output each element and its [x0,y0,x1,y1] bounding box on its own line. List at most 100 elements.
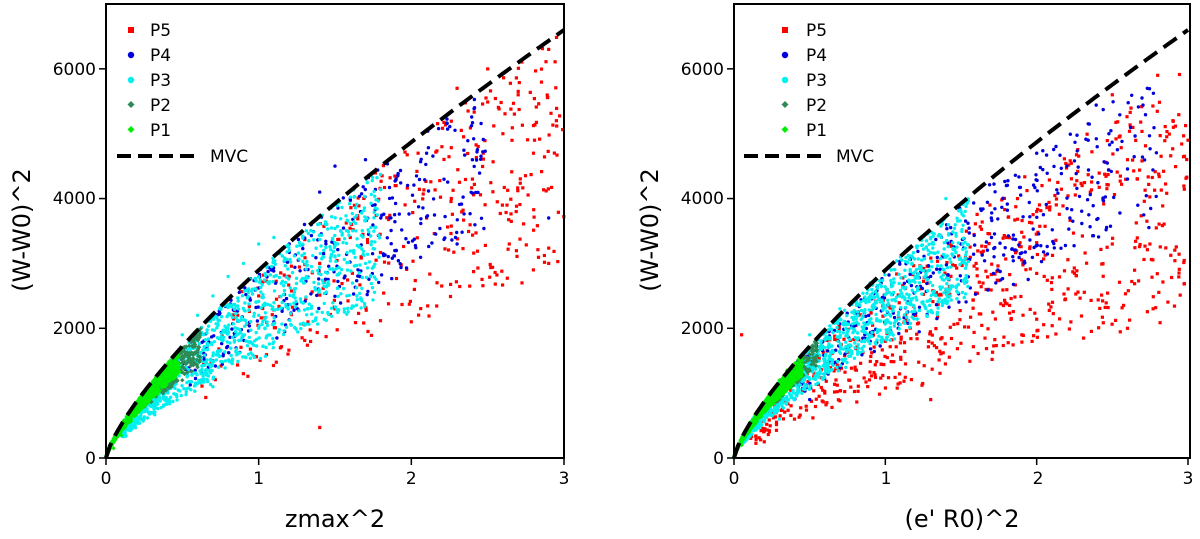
right-point-p3 [838,363,843,368]
right-point-p5 [1186,138,1190,142]
right-point-p5 [1062,292,1066,296]
right-point-p5 [1011,310,1015,314]
right-point-p4 [920,286,924,291]
left-point-p3 [243,355,247,359]
left-point-p3 [288,260,293,264]
right-point-p3 [845,313,849,318]
left-point-p5 [332,279,336,283]
right-point-p3 [925,289,930,293]
left-point-p3 [211,351,215,355]
left-point-p3 [306,307,310,311]
left-point-p4 [357,194,362,198]
right-point-p3 [962,295,966,300]
left-point-p5 [536,248,540,252]
left-point-p3 [333,226,337,231]
right-point-p3 [913,270,917,274]
right-point-p5 [1019,294,1023,299]
left-point-p4 [393,201,398,206]
left-point-p3 [153,400,157,404]
right-point-p5 [1062,269,1067,273]
left-point-p5 [438,179,442,183]
left-point-p5 [466,109,470,113]
left-point-p3 [282,329,286,333]
left-point-p3 [280,300,284,305]
left-point-p3 [330,252,334,256]
right-point-p5 [757,436,761,440]
right-point-p5 [1025,189,1029,193]
left-point-p5 [488,262,492,267]
left-point-p4 [399,265,403,270]
right-point-p3 [945,287,949,291]
left-point-p5 [422,188,426,192]
right-point-p3 [948,257,952,261]
left-point-p3 [268,333,272,337]
right-point-p5 [938,371,942,375]
left-point-p3 [358,291,362,296]
left-point-p5 [232,317,236,321]
left-point-p5 [503,112,507,116]
left-point-p3 [184,392,188,397]
right-point-p3 [958,256,962,260]
right-point-p5 [1149,257,1153,262]
left-point-p5 [547,246,551,250]
right-point-p5 [835,390,839,394]
left-point-p5 [526,193,530,197]
right-point-p5 [883,386,887,390]
left-point-p5 [449,231,453,236]
left-point-p5 [554,35,559,39]
left-point-p3 [281,332,286,337]
right-point-p5 [1130,279,1134,284]
left-point-p2 [183,344,189,349]
right-point-p5 [1083,251,1087,255]
left-point-p4 [209,335,214,339]
left-point-p5 [491,160,495,164]
right-point-p3 [855,310,860,314]
right-point-p3 [838,335,842,340]
left-point-p3 [205,377,209,382]
right-point-p3 [823,337,827,341]
right-point-p3 [846,322,851,326]
right-point-p3 [886,298,890,302]
left-point-p5 [500,203,504,207]
right-point-p4 [1154,151,1159,155]
left-point-p4 [446,180,450,184]
left-axis-ticks [99,68,565,465]
left-point-p3 [363,261,368,266]
right-point-p5 [1036,328,1040,332]
right-point-p4 [1136,105,1141,109]
left-point-p3 [201,348,205,352]
right-point-p5 [821,400,825,404]
right-point-p4 [1112,195,1116,200]
left-point-p3 [258,280,262,285]
right-point-p5 [1114,120,1118,124]
right-point-p4 [946,273,950,278]
left-point-p1 [159,375,164,380]
left-point-p5 [429,180,433,184]
left-point-p3 [318,265,322,269]
left-point-p1 [126,420,132,425]
left-point-p4 [470,121,475,125]
left-point-p5 [468,126,472,130]
right-point-p5 [1120,182,1124,186]
left-point-p5 [213,378,217,382]
right-point-p3 [927,303,932,308]
left-point-p3 [165,402,169,406]
left-point-p4 [393,220,397,224]
left-point-p3 [249,289,254,293]
right-point-p4 [1142,213,1146,217]
right-point-p4 [934,303,939,307]
left-point-p3 [296,330,300,334]
right-point-p5 [1106,306,1110,310]
right-point-p5 [1035,271,1039,275]
right-point-p5 [1059,187,1063,191]
left-point-p5 [409,320,413,324]
right-point-p3 [915,298,919,302]
right-point-p3 [808,333,812,337]
right-point-p4 [1106,168,1111,172]
right-point-p5 [930,341,934,345]
left-point-p4 [445,121,449,125]
right-point-p4 [945,227,949,231]
left-point-p3 [315,310,319,314]
right-point-p3 [817,365,821,369]
left-point-p4 [482,226,486,231]
